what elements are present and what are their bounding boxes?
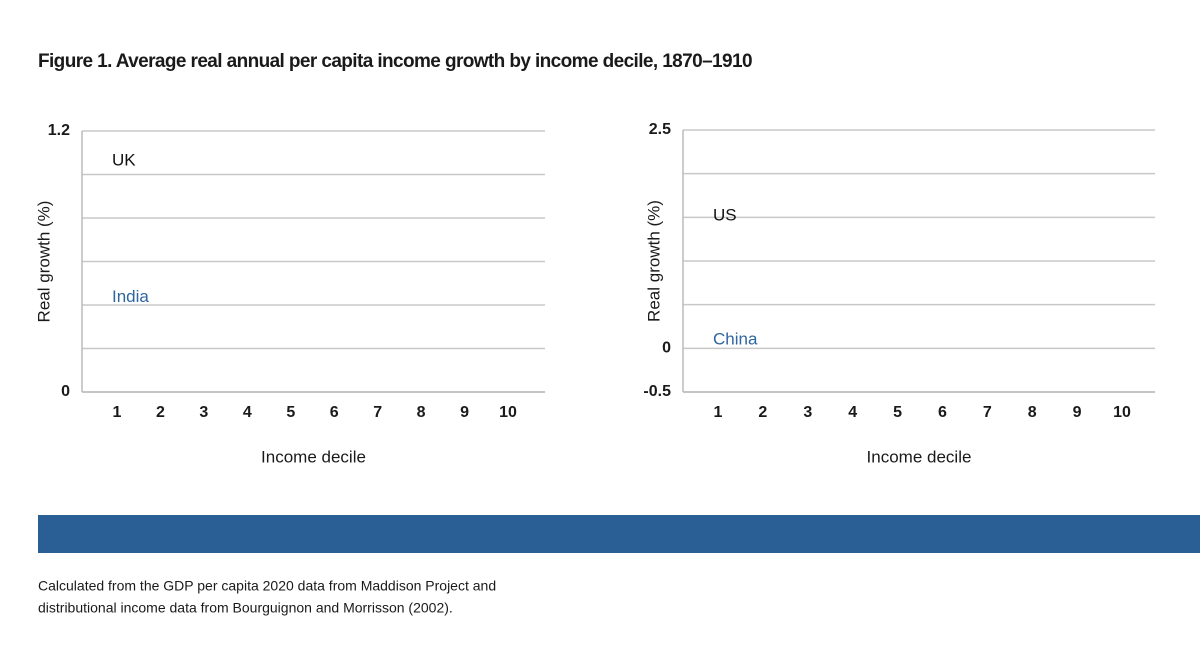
series-label: US <box>713 206 737 225</box>
x-tick-label: 5 <box>893 404 902 421</box>
x-tick-label: 7 <box>373 404 382 421</box>
figure-title: Figure 1. Average real annual per capita… <box>38 51 752 72</box>
y-tick-label: 0 <box>662 340 671 357</box>
x-tick-label: 4 <box>243 404 252 421</box>
x-tick-label: 2 <box>156 404 165 421</box>
x-tick-label: 3 <box>803 404 812 421</box>
y-tick-label: -0.5 <box>643 383 671 400</box>
x-axis-label: Income decile <box>261 447 366 466</box>
series-label: China <box>713 330 758 349</box>
x-tick-label: 6 <box>938 404 947 421</box>
footnote-line: distributional income data from Bourguig… <box>38 600 453 616</box>
x-tick-label: 10 <box>499 404 517 421</box>
x-tick-label: 6 <box>330 404 339 421</box>
x-tick-label: 9 <box>460 404 469 421</box>
x-axis-label: Income decile <box>867 447 972 466</box>
band <box>38 515 1200 553</box>
x-tick-label: 1 <box>714 404 723 421</box>
x-tick-label: 4 <box>848 404 857 421</box>
x-tick-label: 5 <box>286 404 295 421</box>
series-label: UK <box>112 150 136 169</box>
x-tick-label: 9 <box>1073 404 1082 421</box>
x-tick-label: 1 <box>113 404 122 421</box>
x-tick-label: 3 <box>199 404 208 421</box>
footnote-line: Calculated from the GDP per capita 2020 … <box>38 578 496 594</box>
y-axis-label: Real growth (%) <box>34 201 53 323</box>
y-tick-label: 1.2 <box>48 122 70 139</box>
x-tick-label: 7 <box>983 404 992 421</box>
x-tick-label: 8 <box>417 404 426 421</box>
series-label: India <box>112 287 149 306</box>
y-axis-label: Real growth (%) <box>644 200 663 322</box>
x-tick-label: 2 <box>758 404 767 421</box>
x-tick-label: 8 <box>1028 404 1037 421</box>
y-tick-label: 0 <box>61 383 70 400</box>
x-tick-label: 10 <box>1113 404 1131 421</box>
y-tick-label: 2.5 <box>649 121 671 138</box>
